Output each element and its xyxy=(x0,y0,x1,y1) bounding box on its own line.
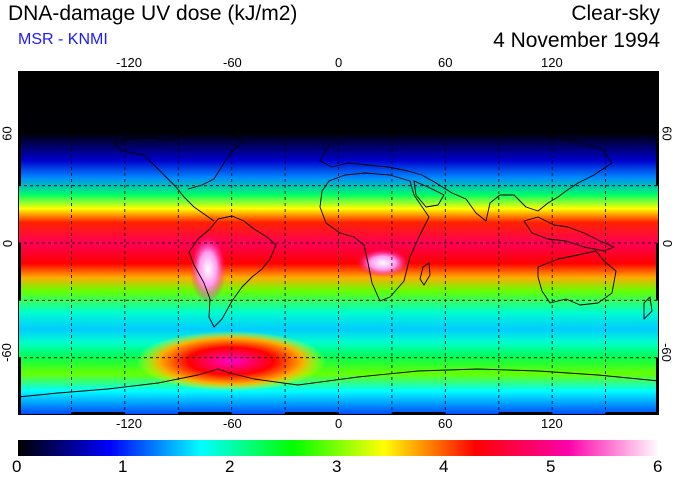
lon-tick-top: 60 xyxy=(438,55,453,70)
central-america-coast xyxy=(175,186,215,222)
lat-tick-left: -60 xyxy=(0,343,14,362)
colorbar-fill xyxy=(18,440,659,456)
colorbar xyxy=(18,440,659,456)
lon-tick-top: -60 xyxy=(223,55,242,70)
lon-tick-bottom: -120 xyxy=(116,416,143,431)
lon-tick-bottom: 60 xyxy=(438,416,453,431)
colorbar-label: 0 xyxy=(12,457,22,476)
lon-tick-bottom: 0 xyxy=(335,416,343,431)
map-date: 4 November 1994 xyxy=(493,29,660,52)
colorbar-label: 6 xyxy=(653,457,663,476)
colorbar-label: 2 xyxy=(225,457,235,476)
colorbar-label: 1 xyxy=(118,457,128,476)
graticule xyxy=(18,71,659,415)
sky-condition: Clear-sky xyxy=(571,2,660,25)
lat-tick-left: 0 xyxy=(0,239,16,248)
antarctic-high-uv-region xyxy=(136,331,326,391)
map-title: DNA-damage UV dose (kJ/m2) xyxy=(8,2,298,25)
north-america-coast xyxy=(113,128,245,190)
new-zealand-coast xyxy=(643,296,653,320)
lon-tick-top: 0 xyxy=(335,55,343,70)
lon-tick-top: 120 xyxy=(541,55,563,70)
uv-dose-map xyxy=(18,71,659,415)
antarctica-coast xyxy=(18,368,659,398)
colorbar-label: 3 xyxy=(332,457,342,476)
andes-high-uv-region xyxy=(190,235,226,303)
arabia-coast xyxy=(413,180,445,208)
lon-tick-top: -120 xyxy=(116,55,143,70)
colorbar-label: 5 xyxy=(546,457,556,476)
lat-tick-right: 60 xyxy=(659,126,675,141)
australia-coast xyxy=(537,250,617,306)
madagascar-coast xyxy=(419,262,431,286)
lat-tick-left: 60 xyxy=(0,126,15,141)
colorbar-label: 4 xyxy=(439,457,449,476)
africa-high-uv-region xyxy=(357,249,409,277)
lon-tick-bottom: -60 xyxy=(223,416,242,431)
europe-asia-coast xyxy=(319,120,613,222)
map-border-ticks xyxy=(18,71,659,415)
source-label: MSR - KNMI xyxy=(18,31,108,48)
map-frame xyxy=(18,71,659,415)
lon-tick-bottom: 120 xyxy=(541,416,563,431)
lat-tick-right: 0 xyxy=(660,239,676,248)
lat-tick-right: -60 xyxy=(658,343,674,362)
coastlines xyxy=(18,120,659,398)
maritime-continent-coast xyxy=(523,216,615,252)
africa-coast xyxy=(319,172,430,302)
